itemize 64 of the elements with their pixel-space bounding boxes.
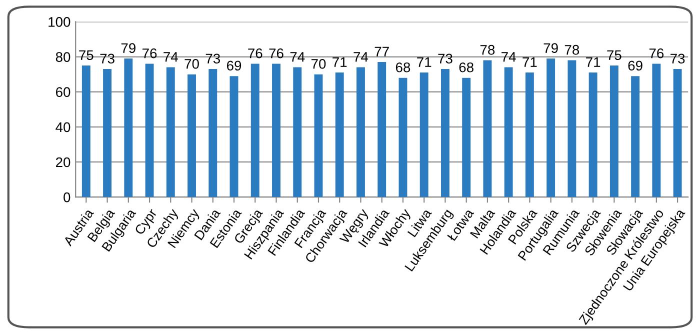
bar — [378, 62, 386, 198]
bar — [673, 69, 682, 198]
data-label: 71 — [586, 57, 600, 67]
data-label: 74 — [164, 52, 178, 62]
data-label: 71 — [417, 57, 432, 67]
bar — [462, 78, 471, 198]
bar — [398, 78, 408, 198]
bar — [483, 60, 492, 198]
data-label: 71 — [332, 57, 347, 67]
data-label: 76 — [649, 48, 664, 58]
bar — [568, 60, 576, 198]
bar — [610, 66, 618, 198]
bar — [145, 64, 154, 198]
bar — [124, 58, 133, 198]
bar — [420, 72, 428, 198]
y-tick-label: 100 — [48, 17, 70, 27]
y-tick-label: 40 — [56, 122, 70, 132]
bar — [250, 64, 260, 198]
data-label: 79 — [121, 43, 136, 54]
data-label: 75 — [607, 50, 622, 60]
y-tick-label: 20 — [56, 157, 70, 168]
data-label: 74 — [502, 52, 516, 62]
bar — [356, 67, 365, 198]
bar — [525, 72, 534, 198]
data-label: 68 — [459, 62, 474, 72]
y-tick-label: 60 — [56, 87, 70, 98]
bar — [188, 74, 196, 198]
bar — [631, 76, 640, 198]
bar — [166, 67, 175, 198]
data-label: 74 — [354, 52, 368, 62]
bar — [652, 64, 661, 198]
y-tick-label: 80 — [56, 52, 70, 62]
data-label: 76 — [269, 48, 284, 58]
bar — [588, 72, 598, 198]
bar — [440, 69, 450, 198]
data-label: 76 — [142, 48, 157, 58]
bar — [314, 74, 323, 198]
bar — [103, 69, 112, 198]
bar — [230, 76, 238, 198]
data-label: 77 — [374, 46, 389, 56]
bar — [546, 58, 556, 198]
bar — [504, 67, 513, 198]
bar — [272, 64, 280, 198]
data-label: 74 — [290, 52, 305, 62]
bar — [208, 69, 218, 198]
data-label: 78 — [480, 44, 495, 55]
bar — [293, 67, 302, 198]
bar — [335, 72, 344, 198]
data-label: 73 — [670, 54, 685, 64]
data-label: 73 — [100, 54, 114, 64]
data-label: 69 — [628, 60, 642, 71]
data-label: 71 — [522, 57, 537, 67]
data-label: 73 — [206, 54, 220, 64]
data-label: 70 — [184, 58, 199, 69]
data-label: 79 — [544, 43, 558, 54]
data-label: 70 — [311, 58, 326, 69]
data-label: 78 — [564, 44, 580, 55]
data-label: 73 — [438, 54, 452, 64]
data-label: 69 — [226, 60, 242, 71]
bar — [82, 66, 90, 198]
data-label: 75 — [79, 50, 94, 60]
y-tick-label: 0 — [64, 192, 70, 202]
data-label: 76 — [248, 48, 262, 58]
data-label: 68 — [396, 62, 410, 72]
